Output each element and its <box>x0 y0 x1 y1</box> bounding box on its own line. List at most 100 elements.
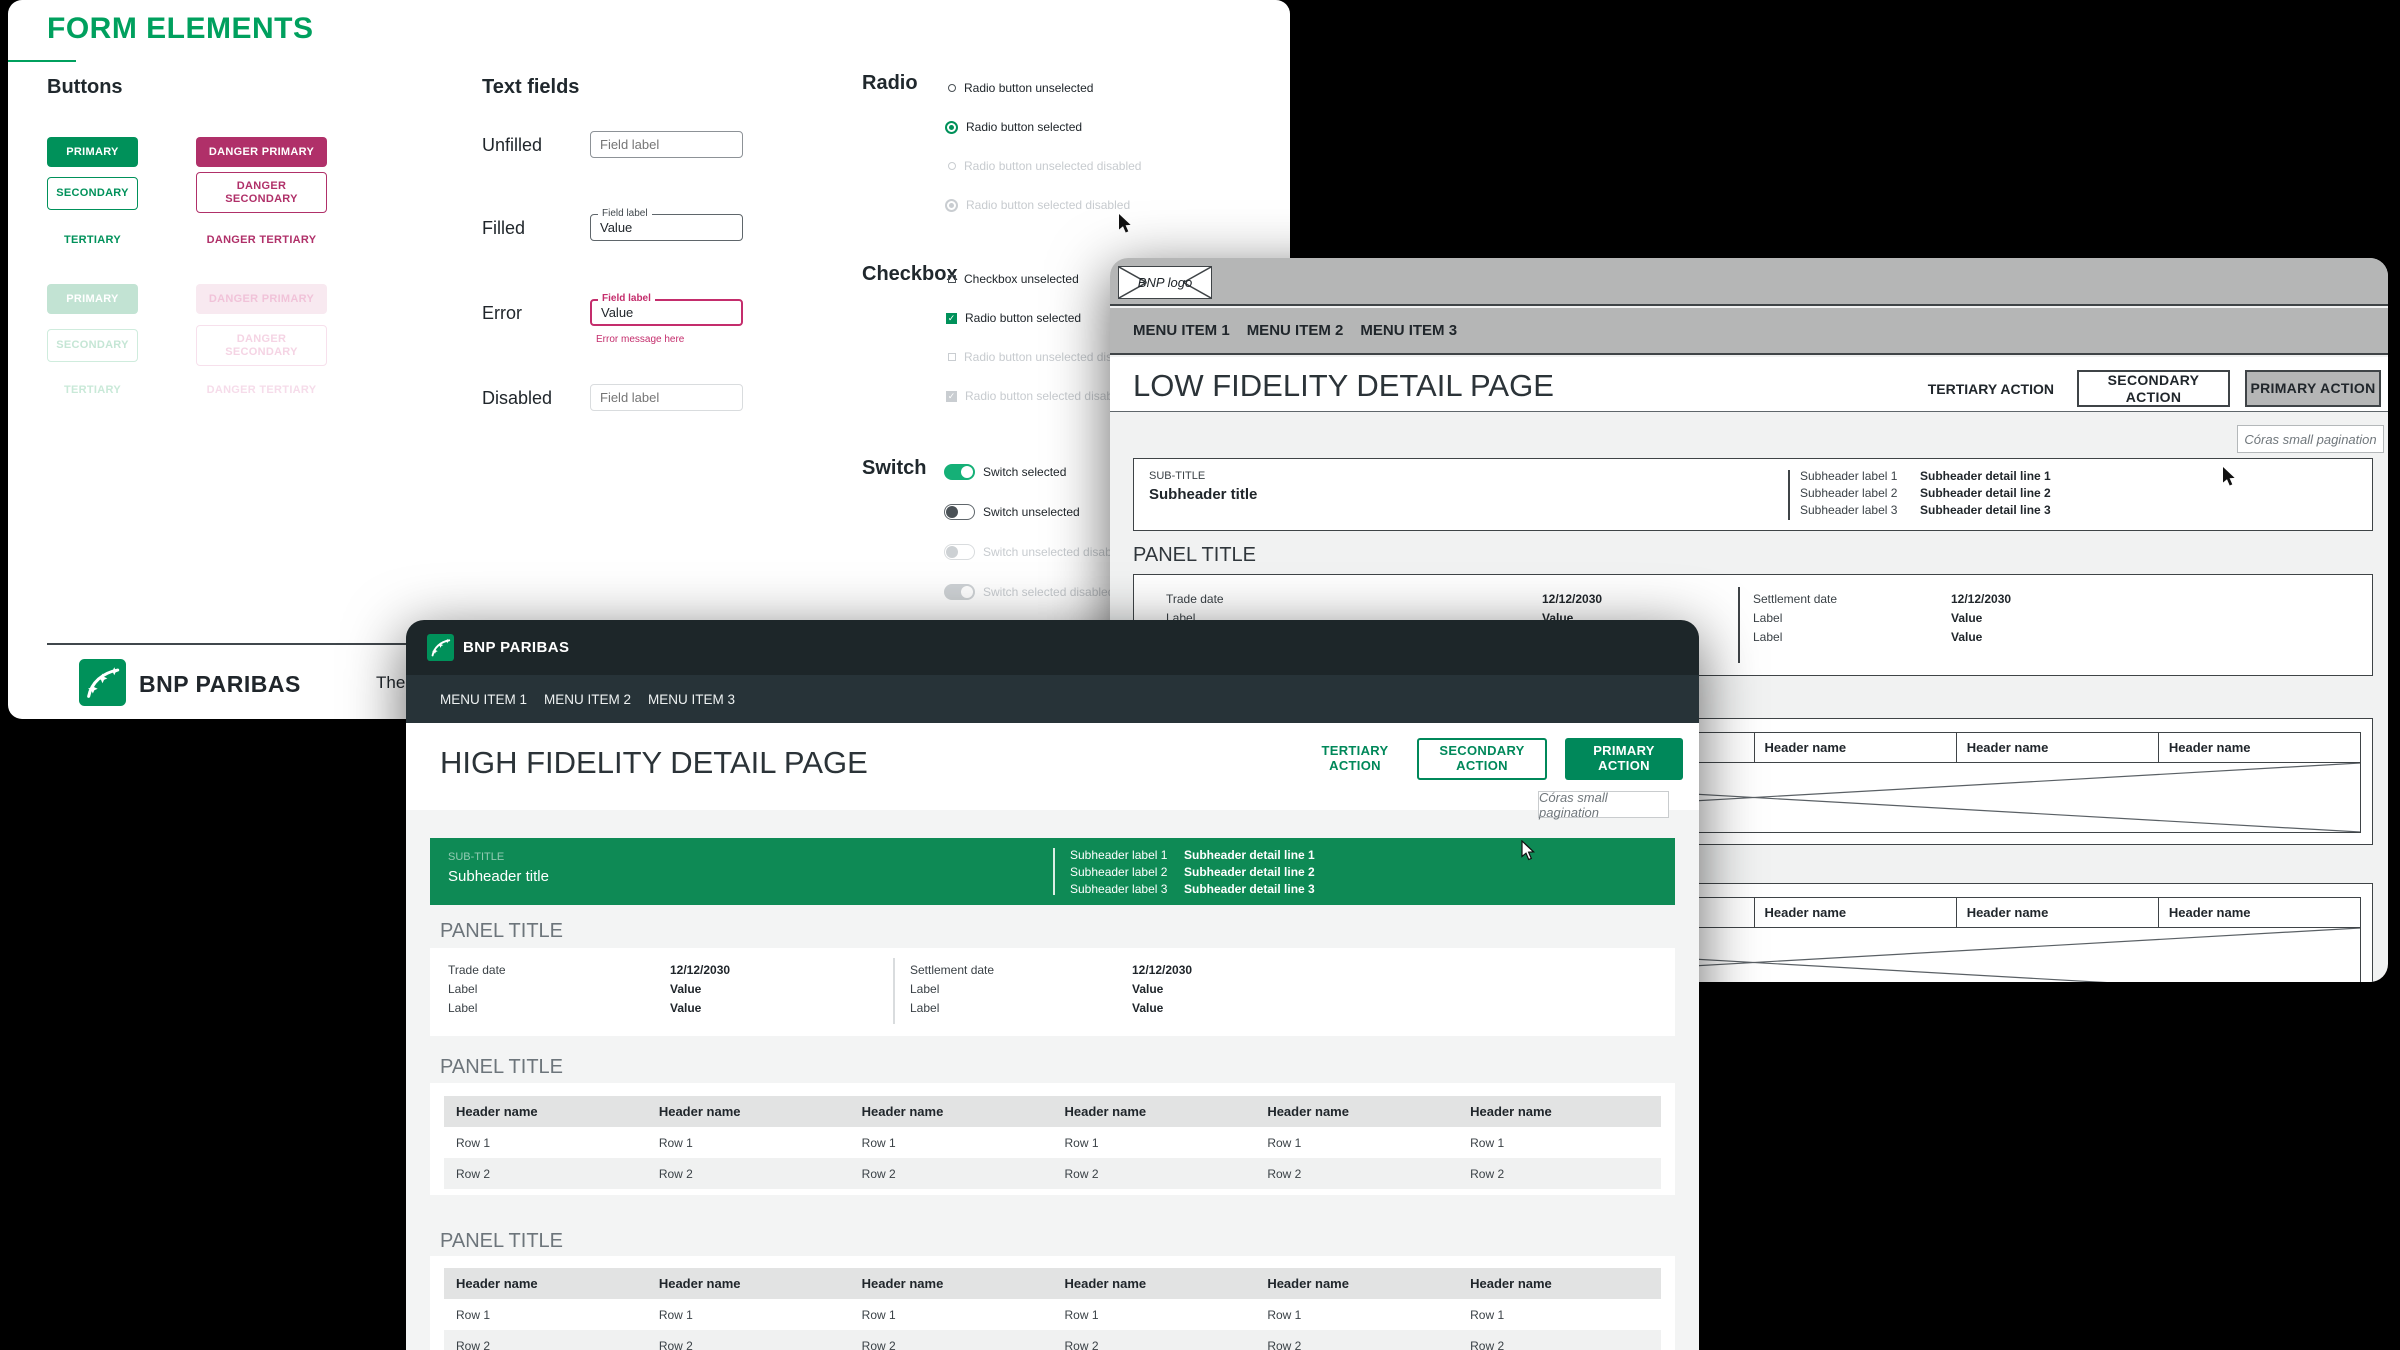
table-header-cell[interactable]: Header name <box>456 1276 538 1291</box>
checkbox-item-label: Radio button selected <box>965 311 1082 325</box>
subheader-row-label: Subheader label 1 <box>1800 468 1898 483</box>
switch-unselected-toggle[interactable] <box>944 504 975 520</box>
detail-label: Label <box>448 1000 478 1015</box>
menu-item[interactable]: MENU ITEM 3 <box>1360 322 1458 339</box>
table-header-cell[interactable]: Header name <box>2168 905 2251 920</box>
table-header-cell[interactable]: Header name <box>1064 1104 1147 1119</box>
table-header-cell[interactable]: Header name <box>861 1276 944 1291</box>
table-cell: Row 2 <box>1064 1338 1099 1350</box>
secondary-action-button[interactable]: SECONDARY ACTION <box>1417 738 1547 780</box>
table-header-cell[interactable]: Header name <box>1267 1104 1349 1119</box>
table-header-cell[interactable]: Header name <box>658 1104 741 1119</box>
switch-knob <box>961 586 973 598</box>
menu-item[interactable]: MENU ITEM 1 <box>1133 322 1230 339</box>
table-panel: Header name Header name Header name Header … <box>430 1083 1675 1195</box>
menu-item[interactable]: MENU ITEM 2 <box>544 691 632 707</box>
subheader-divider <box>1788 470 1790 520</box>
text-field-row-label: Disabled <box>482 388 553 408</box>
switch-selected-toggle[interactable] <box>944 464 975 480</box>
table-header-cell[interactable]: Header name <box>1957 898 2159 927</box>
subheader-panel: SUB-TITLE Subheader title Subheader labe… <box>1133 458 2373 531</box>
details-divider <box>1738 587 1740 663</box>
danger-tertiary-button[interactable]: DANGER TERTIARY <box>206 233 317 246</box>
tertiary-button[interactable]: TERTIARY <box>64 233 121 246</box>
table-header-cell[interactable]: Header name <box>861 1104 944 1119</box>
error-text-input[interactable] <box>590 299 743 326</box>
subheader-subtitle-label: SUB-TITLE <box>1149 470 1206 482</box>
wireframe-top-bar <box>1110 258 2388 306</box>
table-cell: Row 1 <box>861 1307 896 1322</box>
radio-unselected-icon[interactable] <box>948 84 956 92</box>
radio-selected-icon[interactable] <box>945 120 958 134</box>
primary-button[interactable]: PRIMARY <box>47 137 138 167</box>
detail-value: Value <box>1132 1000 1164 1015</box>
table-cell: Row 1 <box>456 1307 491 1322</box>
secondary-button-disabled: SECONDARY <box>47 329 138 362</box>
brand-text: BNP PARIBAS <box>463 639 570 656</box>
unfilled-text-input[interactable] <box>590 131 743 158</box>
danger-primary-button[interactable]: DANGER PRIMARY <box>196 137 327 167</box>
tertiary-action-button[interactable]: TERTIARY ACTION <box>1927 380 2054 397</box>
switch-knob <box>946 505 958 518</box>
pagination-control[interactable]: Córas small pagination <box>2237 425 2384 453</box>
image-placeholder-marks <box>1119 267 1211 298</box>
checkbox-selected-icon[interactable]: ✓ <box>946 312 957 324</box>
menu-item[interactable]: MENU ITEM 2 <box>1246 322 1344 339</box>
subheader-row-detail: Subheader detail line 2 <box>1184 864 1315 879</box>
panel-title: PANEL TITLE <box>1133 544 1257 566</box>
tertiary-action-button[interactable]: TERTIARY ACTION <box>1321 743 1389 773</box>
table-header-cell[interactable]: Header name <box>1755 898 1957 927</box>
table-header-cell[interactable]: Header name <box>1064 1276 1147 1291</box>
table-header-cell[interactable]: Header name <box>658 1276 741 1291</box>
switch-selected-disabled-toggle <box>944 584 975 600</box>
subheader-panel: SUB-TITLE Subheader title Subheader labe… <box>430 838 1675 905</box>
mouse-cursor-white <box>1521 840 1536 861</box>
floating-field-label-error: Field label <box>598 293 655 304</box>
secondary-button[interactable]: SECONDARY <box>47 177 138 210</box>
table-header-cell[interactable]: Header name <box>456 1104 538 1119</box>
table-header-cell[interactable]: Header name <box>1470 1104 1552 1119</box>
radio-item-label: Radio button selected disabled <box>966 198 1131 212</box>
table-cell: Row 2 <box>1470 1338 1505 1350</box>
menu-item[interactable]: MENU ITEM 3 <box>648 691 736 707</box>
subheader-row-label: Subheader label 3 <box>1070 881 1168 896</box>
primary-action-button[interactable]: PRIMARY ACTION <box>1565 738 1683 780</box>
table-row[interactable]: Row 1 Row 1 Row 1 Row 1 Row 1 Row 1 <box>444 1127 1661 1158</box>
app-menu-bar: MENU ITEM 1 MENU ITEM 2 MENU ITEM 3 <box>406 675 1699 723</box>
table-header-cell[interactable]: Header name <box>2168 740 2251 755</box>
danger-secondary-button[interactable]: DANGER SECONDARY <box>196 172 327 213</box>
table-cell: Row 2 <box>456 1338 491 1350</box>
detail-label: Label <box>1753 610 1783 625</box>
table-cell: Row 1 <box>861 1135 896 1150</box>
subheader-row-detail: Subheader detail line 1 <box>1920 468 2051 483</box>
text-field-row-label: Error <box>482 303 522 323</box>
radio-selected-disabled-icon <box>945 198 958 212</box>
table-row[interactable]: Row 2 Row 2 Row 2 Row 2 Row 2 Row 2 <box>444 1158 1661 1189</box>
menu-item[interactable]: MENU ITEM 1 <box>440 691 528 707</box>
switch-heading: Switch <box>862 457 927 479</box>
radio-dot <box>949 124 954 130</box>
logo-placeholder: BNP logo <box>1118 266 1212 299</box>
switch-item-label: Switch unselected <box>983 505 1080 519</box>
table-cell: Row 1 <box>1064 1307 1099 1322</box>
page-header-bar: LOW FIDELITY DETAIL PAGE TERTIARY ACTION… <box>1110 357 2388 412</box>
page-title: LOW FIDELITY DETAIL PAGE <box>1133 368 1554 403</box>
table-header-cell[interactable]: Header name <box>1470 1276 1552 1291</box>
tertiary-button-disabled: TERTIARY <box>64 383 121 396</box>
checkbox-unselected-icon[interactable] <box>948 275 956 283</box>
secondary-action-button[interactable]: SECONDARY ACTION <box>2077 370 2230 407</box>
table-header-cell[interactable]: Header name <box>1957 733 2159 762</box>
table-header-cell[interactable]: Header name <box>1267 1276 1349 1291</box>
subheader-row-label: Subheader label 1 <box>1070 847 1168 862</box>
table-cell: Row 2 <box>1064 1166 1099 1181</box>
table-header-cell[interactable]: Header name <box>1755 733 1957 762</box>
detail-value: Value <box>670 981 702 996</box>
switch-item-label: Switch selected <box>983 465 1067 479</box>
pagination-control[interactable]: Córas small pagination <box>1538 790 1669 820</box>
subheader-row-label: Subheader label 2 <box>1800 485 1898 500</box>
table-row[interactable]: Row 1 Row 1 Row 1 Row 1 Row 1 Row 1 <box>444 1299 1661 1330</box>
table-row[interactable]: Row 2 Row 2 Row 2 Row 2 Row 2 Row 2 <box>444 1330 1661 1350</box>
text-fields-heading: Text fields <box>482 76 580 98</box>
primary-action-button[interactable]: PRIMARY ACTION <box>2245 370 2381 407</box>
detail-label: Trade date <box>448 962 506 977</box>
